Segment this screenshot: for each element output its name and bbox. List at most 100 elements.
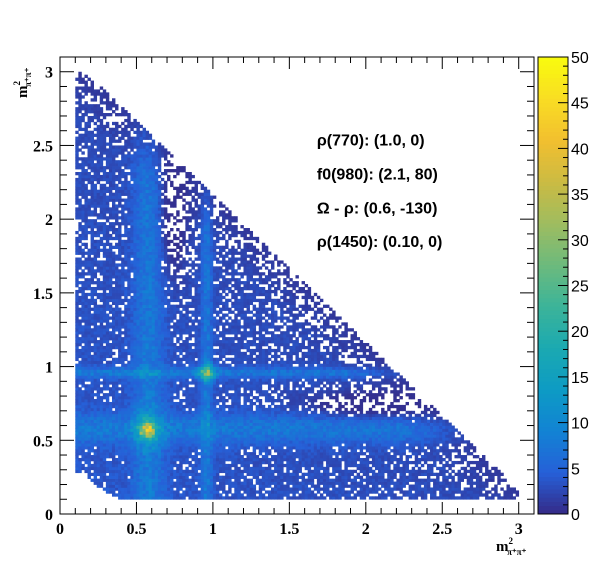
heatmap-cell (84, 89, 88, 93)
heatmap-cell (173, 428, 177, 432)
heatmap-cell (197, 378, 202, 382)
heatmap-cell (212, 413, 217, 418)
heatmap-cell (145, 136, 150, 140)
heatmap-cell (167, 428, 171, 432)
heatmap-cell (78, 310, 82, 314)
heatmap-cell (157, 189, 162, 193)
heatmap-cell (145, 213, 150, 217)
heatmap-cell (105, 130, 110, 135)
heatmap-cell (136, 440, 140, 444)
heatmap-cell (151, 219, 156, 223)
heatmap-cell (133, 151, 137, 155)
heatmap-cell (133, 289, 137, 294)
heatmap-cell (209, 263, 214, 267)
heatmap-cell (84, 104, 88, 108)
heatmap-cell (151, 416, 156, 420)
heatmap-cell (206, 201, 211, 205)
heatmap-cell (93, 272, 98, 276)
heatmap-cell (157, 372, 162, 376)
heatmap-cell (93, 472, 98, 477)
heatmap-cell (108, 104, 113, 108)
heatmap-cell (182, 422, 186, 426)
heatmap-cell (81, 301, 85, 306)
heatmap-cell (111, 384, 116, 388)
heatmap-cell (115, 163, 119, 167)
heatmap-cell (118, 351, 122, 356)
heatmap-cell (176, 228, 180, 232)
heatmap-cell (197, 475, 202, 479)
heatmap-cell (212, 399, 217, 403)
heatmap-cell (173, 375, 177, 379)
heatmap-cell (87, 230, 91, 235)
heatmap-cell (145, 233, 150, 238)
heatmap-cell (115, 328, 119, 332)
heatmap-cell (84, 334, 88, 338)
heatmap-cell (108, 375, 113, 379)
heatmap-cell (212, 278, 217, 282)
heatmap-cell (197, 216, 202, 220)
heatmap-cell (160, 478, 165, 482)
heatmap-cell (197, 342, 202, 347)
heatmap-cell (197, 460, 202, 465)
heatmap-cell (81, 189, 85, 193)
heatmap-cell (200, 493, 205, 497)
heatmap-cell (99, 443, 104, 447)
heatmap-cell (87, 86, 91, 90)
heatmap-cell (105, 236, 110, 241)
heatmap-cell (96, 328, 101, 332)
heatmap-cell (127, 401, 131, 406)
heatmap-cell (212, 251, 217, 255)
heatmap-cell (151, 345, 156, 350)
heatmap-cell (136, 363, 140, 367)
heatmap-cell (170, 431, 174, 435)
heatmap-cell (151, 316, 156, 320)
heatmap-cell (81, 334, 85, 338)
heatmap-cell (118, 452, 122, 456)
heatmap-cell (115, 216, 119, 220)
heatmap-cell (75, 130, 79, 135)
heatmap-cell (188, 242, 192, 247)
heatmap-cell (139, 245, 143, 249)
heatmap-cell (154, 251, 159, 255)
heatmap-cell (111, 493, 116, 497)
heatmap-cell (176, 286, 180, 291)
heatmap-cell (115, 342, 119, 347)
heatmap-cell (111, 322, 116, 326)
heatmap-cell (157, 275, 162, 279)
heatmap-cell (209, 490, 214, 494)
heatmap-cell (209, 307, 214, 311)
heatmap-cell (75, 136, 79, 140)
heatmap-cell (105, 340, 110, 344)
heatmap-cell (191, 457, 195, 462)
heatmap-cell (102, 266, 107, 270)
heatmap-cell (75, 284, 79, 288)
heatmap-cell (130, 396, 134, 400)
heatmap-cell (154, 160, 159, 164)
heatmap-cell (124, 413, 128, 418)
heatmap-cell (115, 254, 119, 258)
heatmap-cell (176, 393, 180, 397)
heatmap-cell (102, 404, 107, 409)
heatmap-cell (75, 289, 79, 294)
heatmap-cell (124, 157, 128, 161)
heatmap-cell (182, 319, 186, 323)
heatmap-cell (133, 372, 137, 376)
heatmap-cell (197, 289, 202, 294)
heatmap-cell (148, 413, 153, 418)
heatmap-cell (75, 245, 79, 249)
heatmap-cell (173, 460, 177, 465)
heatmap-cell (127, 457, 131, 462)
heatmap-cell (191, 481, 195, 485)
heatmap-cell (96, 104, 101, 108)
heatmap-cell (96, 157, 101, 161)
heatmap-cell (121, 242, 125, 247)
heatmap-cell (154, 272, 159, 276)
heatmap-cell (160, 301, 165, 306)
heatmap-cell (99, 133, 104, 137)
heatmap-cell (96, 281, 101, 285)
heatmap-cell (75, 310, 79, 314)
heatmap-cell (118, 387, 122, 391)
heatmap-cell (157, 404, 162, 409)
heatmap-cell (111, 210, 116, 214)
heatmap-cell (127, 272, 131, 276)
